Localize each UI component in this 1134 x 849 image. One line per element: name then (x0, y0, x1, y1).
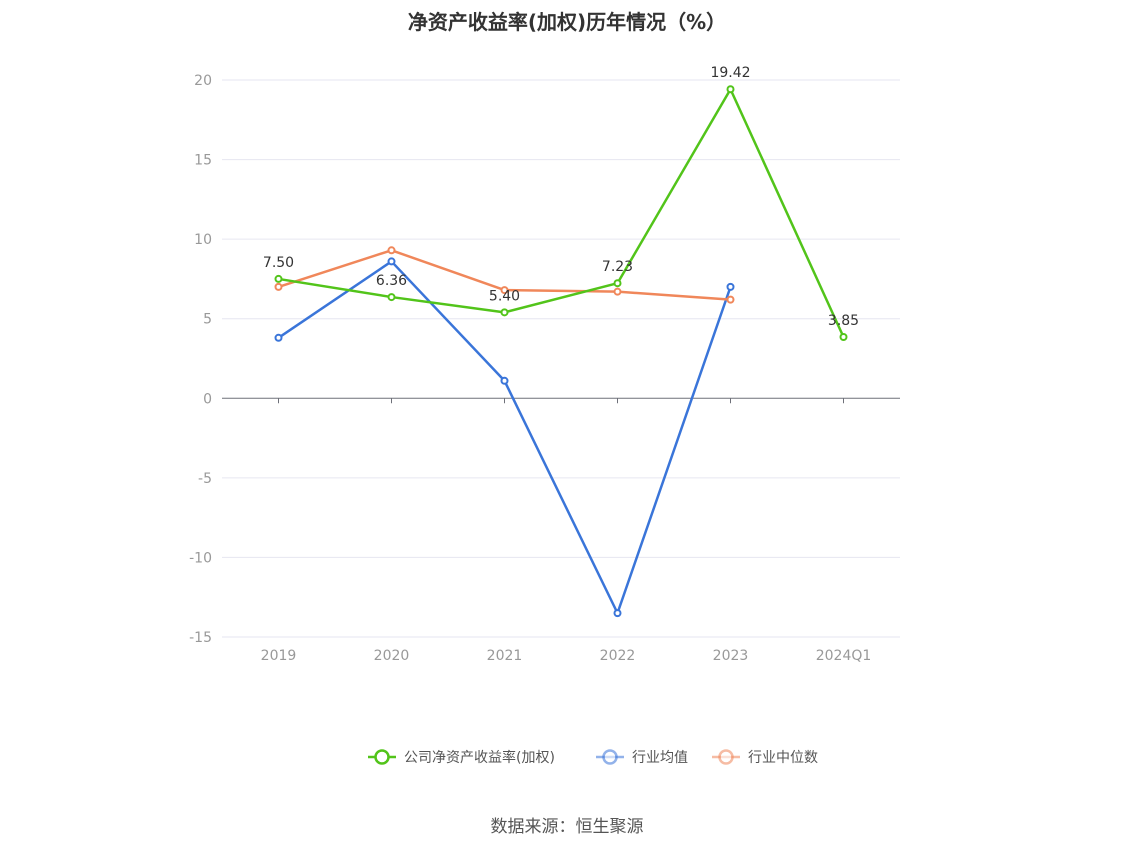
legend-swatch-marker (374, 749, 390, 765)
data-point (387, 246, 396, 255)
data-point (726, 85, 735, 94)
y-tick-label: -5 (198, 471, 212, 487)
x-tick-label: 2020 (374, 648, 410, 664)
data-point (274, 282, 283, 291)
data-point (274, 274, 283, 283)
legend-label: 公司净资产收益率(加权) (404, 749, 555, 766)
y-tick-label: 0 (203, 391, 212, 407)
data-label: 6.36 (376, 273, 407, 289)
data-point (613, 609, 622, 618)
series-2 (274, 246, 735, 304)
series-line (278, 87, 845, 338)
y-tick-label: 5 (203, 312, 212, 328)
y-tick-label: 20 (194, 73, 212, 89)
data-labels: 7.50 6.36 5.40 7.23 19.42 3.85 (263, 65, 859, 329)
data-label: 7.50 (263, 255, 294, 271)
data-point (726, 282, 735, 291)
data-point (387, 257, 396, 266)
series-lines (274, 85, 848, 618)
legend-label: 行业中位数 (748, 750, 818, 766)
x-tick-label: 2019 (261, 648, 297, 664)
data-point (500, 376, 509, 385)
x-tick-label: 2022 (600, 648, 636, 664)
series-0 (274, 85, 848, 342)
legend-swatch-marker (602, 749, 618, 765)
data-point (274, 333, 283, 342)
legend-item[interactable]: 公司净资产收益率(加权) (368, 749, 555, 766)
data-label: 3.85 (828, 313, 859, 329)
x-tick-label: 2024Q1 (816, 648, 872, 664)
data-point (500, 286, 509, 295)
axes: 20 15 10 5 0 -5 -10 -15 2019 2020 2021 2022 2023 2024… (189, 73, 900, 664)
data-point (726, 295, 735, 304)
data-label: 5.40 (489, 288, 520, 304)
data-point (500, 308, 509, 317)
data-point (839, 333, 848, 342)
grid-lines (222, 79, 900, 638)
x-tick-label: 2021 (487, 648, 523, 664)
data-label: 7.23 (602, 259, 633, 275)
data-point (387, 293, 396, 302)
y-tick-label: -15 (189, 630, 212, 646)
y-tick-label: 10 (194, 232, 212, 248)
data-point (613, 279, 622, 288)
legend-item[interactable]: 行业均值 (596, 749, 688, 766)
data-label: 19.42 (710, 65, 750, 81)
legend[interactable]: 公司净资产收益率(加权) 行业均值 行业中位数 (368, 749, 818, 766)
legend-label: 行业均值 (632, 750, 688, 766)
series-1 (274, 257, 735, 618)
chart-title: 净资产收益率(加权)历年情况（%） (407, 10, 727, 34)
y-tick-label: 15 (194, 153, 212, 169)
legend-swatch-marker (718, 749, 734, 765)
legend-item[interactable]: 行业中位数 (712, 749, 818, 766)
source-note: 数据来源：恒生聚源 (490, 817, 644, 837)
y-tick-label: -10 (189, 550, 212, 566)
x-tick-label: 2023 (713, 648, 749, 664)
data-point (613, 287, 622, 296)
